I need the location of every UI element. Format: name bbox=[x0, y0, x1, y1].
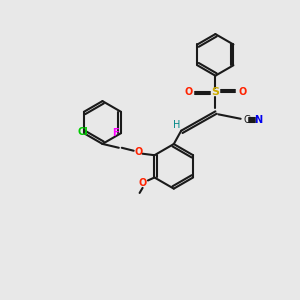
Text: S: S bbox=[212, 87, 219, 97]
Text: O: O bbox=[238, 87, 246, 97]
Text: O: O bbox=[139, 178, 147, 188]
Text: N: N bbox=[254, 115, 262, 125]
Text: Cl: Cl bbox=[77, 127, 88, 137]
Text: O: O bbox=[134, 147, 142, 157]
Text: O: O bbox=[184, 87, 193, 97]
Text: F: F bbox=[112, 128, 118, 138]
Text: C: C bbox=[243, 115, 250, 125]
Text: H: H bbox=[173, 120, 180, 130]
